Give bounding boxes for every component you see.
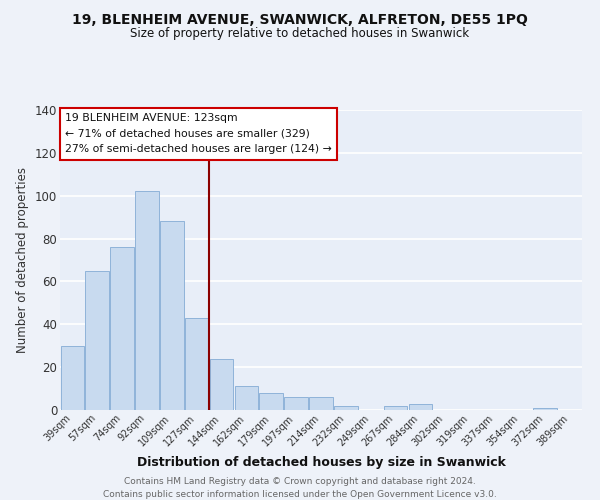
Bar <box>533 408 557 410</box>
Bar <box>135 192 159 410</box>
Bar <box>309 397 333 410</box>
Bar <box>185 318 209 410</box>
Bar <box>259 393 283 410</box>
Text: Size of property relative to detached houses in Swanwick: Size of property relative to detached ho… <box>130 28 470 40</box>
Text: 19 BLENHEIM AVENUE: 123sqm
← 71% of detached houses are smaller (329)
27% of sem: 19 BLENHEIM AVENUE: 123sqm ← 71% of deta… <box>65 113 332 154</box>
Bar <box>210 358 233 410</box>
Bar <box>334 406 358 410</box>
Bar <box>284 397 308 410</box>
Text: Contains HM Land Registry data © Crown copyright and database right 2024.: Contains HM Land Registry data © Crown c… <box>124 478 476 486</box>
Bar <box>61 346 84 410</box>
Bar <box>235 386 258 410</box>
Bar <box>409 404 432 410</box>
Bar <box>85 270 109 410</box>
Text: Contains public sector information licensed under the Open Government Licence v3: Contains public sector information licen… <box>103 490 497 499</box>
Bar <box>160 222 184 410</box>
X-axis label: Distribution of detached houses by size in Swanwick: Distribution of detached houses by size … <box>137 456 505 469</box>
Y-axis label: Number of detached properties: Number of detached properties <box>16 167 29 353</box>
Bar <box>110 247 134 410</box>
Bar <box>384 406 407 410</box>
Text: 19, BLENHEIM AVENUE, SWANWICK, ALFRETON, DE55 1PQ: 19, BLENHEIM AVENUE, SWANWICK, ALFRETON,… <box>72 12 528 26</box>
